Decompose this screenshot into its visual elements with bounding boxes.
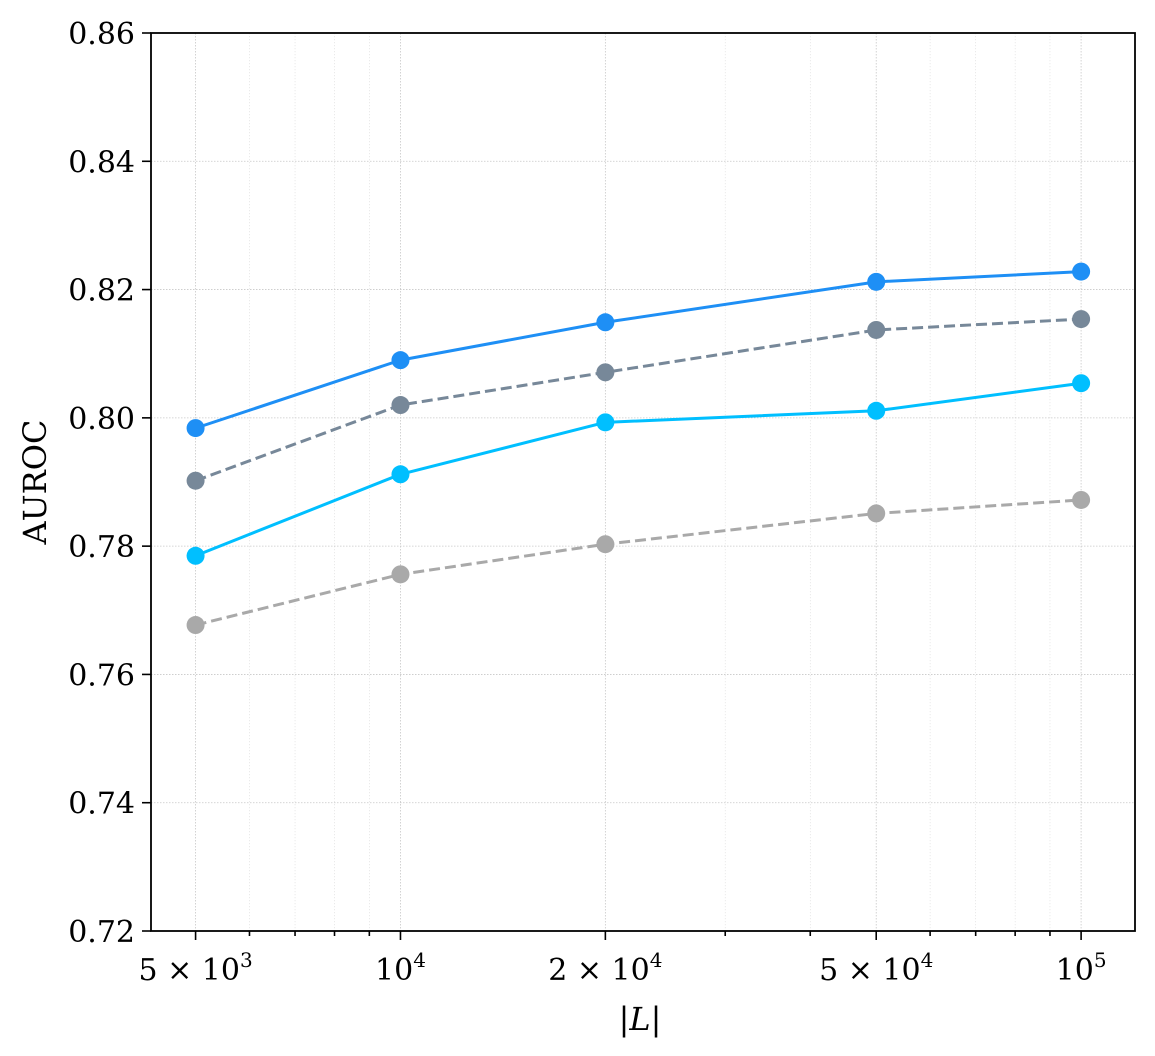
y-tick-label: 0.74: [68, 787, 135, 822]
series-1-point: [1072, 262, 1091, 281]
series-4-point: [596, 535, 615, 554]
x-tick-label: 104: [375, 948, 426, 988]
series-3-point: [186, 546, 205, 565]
series-1-line: [195, 270, 1082, 430]
grid: [151, 32, 1135, 932]
series-2-point: [186, 471, 205, 490]
series-4-line: [195, 498, 1082, 627]
series-2-point: [867, 320, 886, 339]
series-3: [186, 374, 1091, 565]
tick-labels: 5 × 103 104 2 × 104 5 × 104 105 0.72 0.74 0.76 0…: [68, 17, 1106, 988]
x-axis-label: |L|: [619, 1000, 662, 1038]
series-group: [186, 262, 1091, 635]
series-3-point: [391, 465, 410, 484]
series-1: [186, 262, 1091, 438]
y-tick-label: 0.80: [68, 402, 135, 437]
x-tick-label: 2 × 104: [548, 948, 662, 988]
series-4-point: [391, 565, 410, 584]
y-tick-label: 0.82: [68, 274, 135, 309]
series-2-point: [1072, 310, 1091, 329]
y-tick-label: 0.86: [68, 17, 135, 52]
axis-ticks: [142, 32, 1082, 940]
x-tick-label: 5 × 104: [819, 948, 933, 988]
series-1-point: [867, 272, 886, 291]
series-3-point: [596, 413, 615, 432]
y-tick-label: 0.72: [68, 915, 135, 950]
x-tick-label: 5 × 103: [138, 948, 252, 988]
series-4: [186, 490, 1091, 635]
series-2-point: [391, 396, 410, 415]
series-3-point: [867, 401, 886, 420]
series-1-point: [596, 313, 615, 332]
series-4-point: [867, 504, 886, 523]
y-tick-label: 0.84: [68, 145, 135, 180]
series-3-point: [1072, 374, 1091, 393]
y-axis-label: AUROC: [16, 420, 54, 546]
series-4-point: [186, 616, 205, 635]
series-3-line: [195, 381, 1082, 558]
series-2: [186, 310, 1091, 490]
y-tick-label: 0.76: [68, 658, 135, 693]
series-1-point: [391, 351, 410, 370]
plot-frame: [150, 32, 1136, 932]
series-1-point: [186, 419, 205, 438]
y-tick-label: 0.78: [68, 530, 135, 565]
series-2-point: [596, 363, 615, 382]
x-tick-label: 105: [1056, 948, 1107, 988]
series-4-point: [1072, 490, 1091, 509]
